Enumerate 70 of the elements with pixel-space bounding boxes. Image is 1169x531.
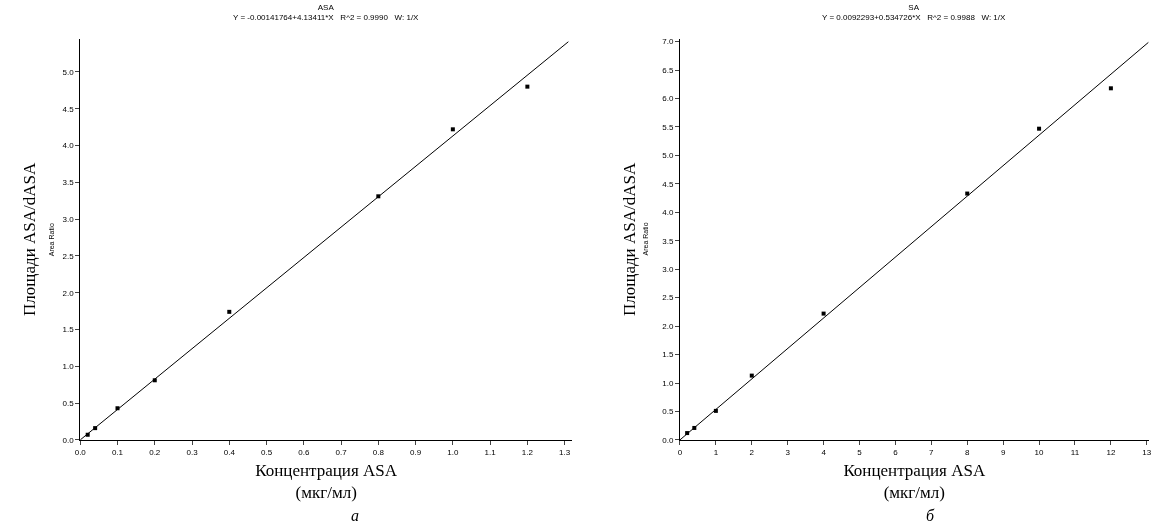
chart-subtitle: Y = 0.0092293+0.534726*X R^2 = 0.9988 W: 1/X bbox=[822, 13, 1007, 23]
y-tick-label: 0.5 bbox=[662, 407, 674, 417]
x-tick-label: 0.6 bbox=[298, 447, 310, 457]
y-tick-label: 1.0 bbox=[62, 362, 75, 372]
x-tick-label: 7 bbox=[929, 447, 935, 457]
x-tick-label: 0.3 bbox=[186, 447, 199, 457]
y-axis-title: Площади ASA/dASA bbox=[20, 162, 40, 316]
y-tick-label: 4.5 bbox=[62, 104, 75, 114]
x-tick-label: 1 bbox=[713, 447, 719, 457]
x-tick-label: 8 bbox=[965, 447, 971, 457]
x-tick-label: 0 bbox=[677, 447, 683, 457]
text: а bbox=[351, 507, 359, 524]
y-tick-label: 1.5 bbox=[662, 350, 674, 360]
y-tick-label: 4.0 bbox=[662, 208, 674, 218]
x-tick-label: 1.3 bbox=[559, 447, 571, 457]
y-tick-label: 3.5 bbox=[62, 178, 75, 188]
y-tick-label: 4.0 bbox=[62, 141, 75, 151]
chart-title: ASA bbox=[317, 3, 335, 12]
x-tick-label: 5 bbox=[857, 447, 863, 457]
x-tick-label: 0.5 bbox=[260, 447, 273, 457]
x-tick-label: 1.1 bbox=[484, 447, 497, 457]
chart-title: SA bbox=[908, 3, 920, 12]
text: б bbox=[926, 507, 935, 524]
x-axis-title: Концентрация ASA (мкг/мл) bbox=[255, 460, 398, 502]
y-tick-label: 3.0 bbox=[662, 265, 674, 275]
y-tick-label: 3.5 bbox=[662, 236, 674, 246]
y-tick-label: 3.0 bbox=[62, 214, 75, 224]
y-tick-label: 0.0 bbox=[662, 435, 674, 445]
x-tick-label: 4 bbox=[821, 447, 827, 457]
x-tick-label: 1.0 bbox=[447, 447, 459, 457]
y-tick-label: 2.0 bbox=[662, 321, 674, 331]
point bbox=[1108, 86, 1113, 91]
x-axis-title: Концентрация ASA (мкг/мл) bbox=[843, 460, 986, 502]
y-tick-label: 2.5 bbox=[62, 251, 75, 261]
x-tick-label: 0.8 bbox=[372, 447, 385, 457]
x-tick-label: 0.0 bbox=[74, 447, 87, 457]
y-tick-label: 5.5 bbox=[662, 122, 674, 132]
y-tick-label: 5.0 bbox=[662, 151, 674, 161]
x-tick-label: 0.9 bbox=[410, 447, 422, 457]
point bbox=[821, 311, 826, 316]
x-tick-label: 0.1 bbox=[111, 447, 124, 457]
y-tick-label: 0.0 bbox=[62, 435, 75, 445]
point bbox=[1037, 126, 1042, 131]
x-tick-label: 1.2 bbox=[521, 447, 534, 457]
point bbox=[227, 309, 232, 314]
x-tick-label: 2 bbox=[749, 447, 755, 457]
y-tick-label: 5.0 bbox=[62, 67, 75, 77]
y-tick-label: 2.5 bbox=[662, 293, 674, 303]
y-tick-label: 2.0 bbox=[62, 288, 75, 298]
y-tick-label: 1.5 bbox=[62, 325, 75, 335]
x-tick-label: 0.7 bbox=[335, 447, 348, 457]
point bbox=[525, 84, 530, 89]
chart-subtitle: Y = -0.00141764+4.13411*X R^2 = 0.9990 W: 1/X bbox=[233, 13, 420, 23]
y-tick-label: 1.0 bbox=[662, 378, 674, 388]
x-tick-label: 12 bbox=[1106, 447, 1116, 457]
x-tick-label: 9 bbox=[1000, 447, 1006, 457]
y-tick-label: 4.5 bbox=[662, 179, 674, 189]
y-axis-title: Площади ASA/dASA bbox=[619, 162, 639, 316]
x-tick-label: 6 bbox=[893, 447, 899, 457]
y-tick-label: 0.5 bbox=[62, 398, 75, 408]
x-tick-label: 10 bbox=[1034, 447, 1045, 457]
x-tick-label: 0.2 bbox=[149, 447, 161, 457]
x-tick-label: 13 bbox=[1142, 447, 1152, 457]
y-tick-label: 6.5 bbox=[662, 65, 674, 75]
x-tick-label: 3 bbox=[785, 447, 791, 457]
x-tick-label: 11 bbox=[1070, 447, 1080, 457]
y-tick-label: 7.0 bbox=[662, 37, 674, 47]
y-tick-label: 6.0 bbox=[662, 94, 674, 104]
point bbox=[450, 127, 455, 132]
x-tick-label: 0.4 bbox=[223, 447, 236, 457]
